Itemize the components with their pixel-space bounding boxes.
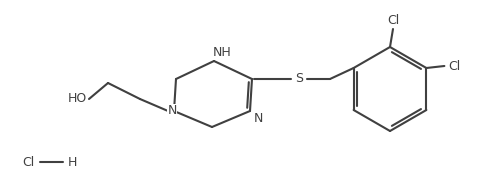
Text: S: S: [295, 73, 303, 85]
Text: H: H: [67, 156, 76, 169]
Text: NH: NH: [212, 46, 231, 59]
Text: Cl: Cl: [22, 156, 34, 169]
Text: N: N: [167, 105, 177, 118]
Text: Cl: Cl: [387, 15, 399, 28]
Text: Cl: Cl: [448, 60, 460, 73]
Text: HO: HO: [67, 92, 87, 105]
Text: N: N: [253, 112, 263, 125]
